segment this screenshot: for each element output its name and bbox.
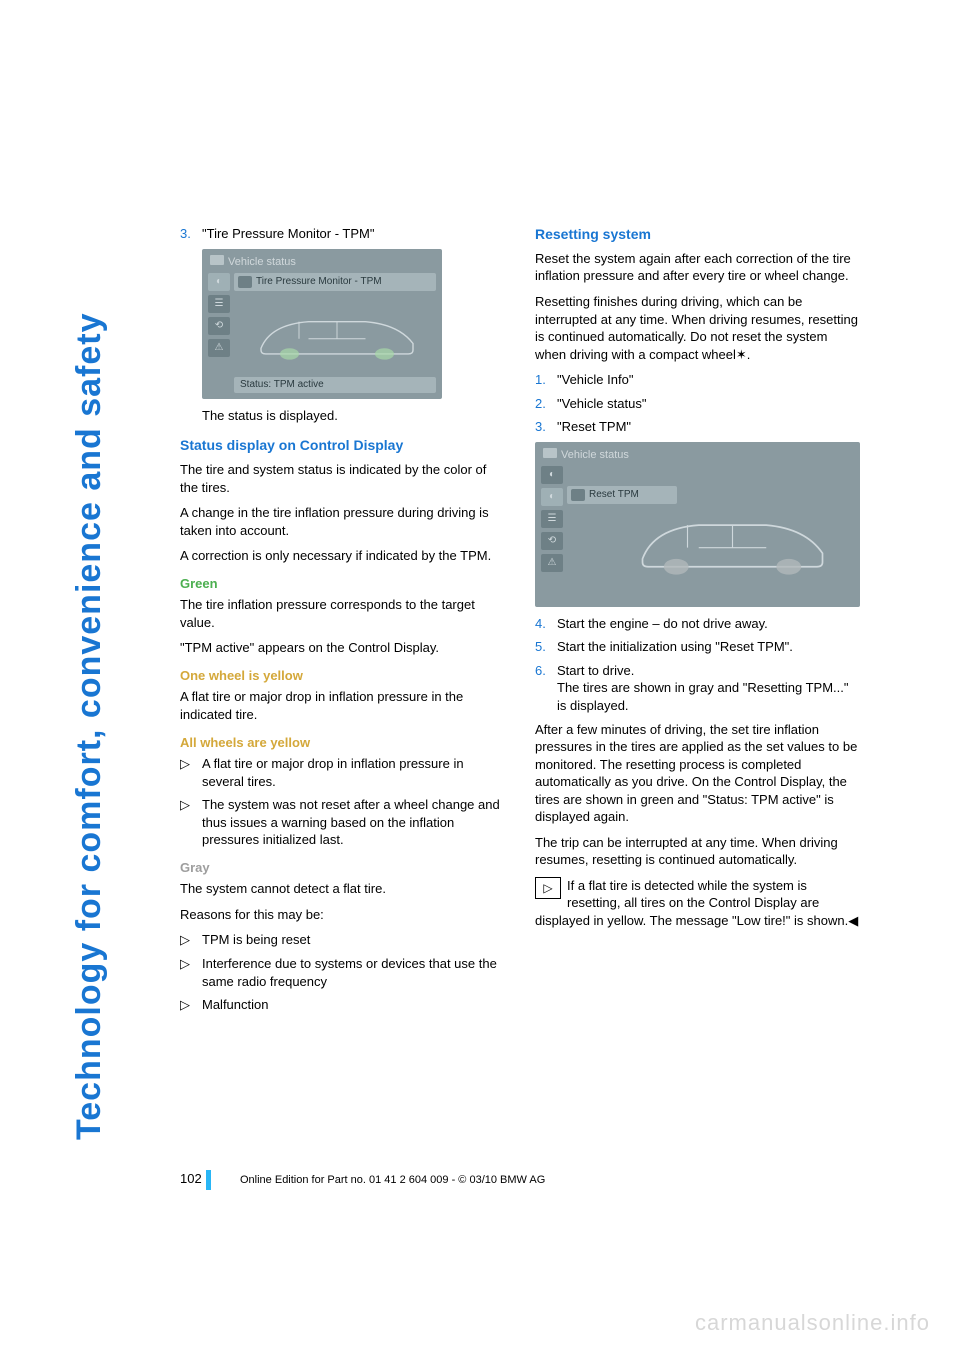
body-text: A flat tire or major drop in inflation p… xyxy=(180,688,505,723)
ss-sidebar-icon: ◐ xyxy=(541,488,563,506)
step-5: 5. Start the initialization using "Reset… xyxy=(535,638,860,656)
body-text: A change in the tire inflation pressure … xyxy=(180,504,505,539)
note-text: If a flat tire is detected while the sys… xyxy=(535,878,858,928)
page-number: 102 xyxy=(180,1171,202,1186)
watermark: carmanualsonline.info xyxy=(695,1310,930,1336)
bullet-text: TPM is being reset xyxy=(202,931,505,949)
body-text: Reasons for this may be: xyxy=(180,906,505,924)
body-text: A correction is only necessary if indica… xyxy=(180,547,505,565)
bullet-text: A flat tire or major drop in inflation p… xyxy=(202,755,505,790)
ss-row-icon xyxy=(238,276,252,288)
step-number: 1. xyxy=(535,371,557,389)
ss-sidebar-icon: ⚠ xyxy=(208,339,230,357)
step-text: Start the initialization using "Reset TP… xyxy=(557,638,860,656)
body-text: "TPM active" appears on the Control Disp… xyxy=(180,639,505,657)
step-text: "Reset TPM" xyxy=(557,418,860,436)
ss-sidebar-icon: ⟲ xyxy=(541,532,563,550)
ss-sidebar-icon: ⚠ xyxy=(541,554,563,572)
ss-sidebar-icon: ◐ xyxy=(541,466,563,484)
step-number: 3. xyxy=(535,418,557,436)
caution-icon: ▷ xyxy=(535,877,561,899)
body-text: Resetting finishes during driving, which… xyxy=(535,293,860,363)
note-paragraph: ▷ If a flat tire is detected while the s… xyxy=(535,877,860,930)
ss-sidebar-icon: ☰ xyxy=(208,295,230,313)
body-text: Reset the system again after each correc… xyxy=(535,250,860,285)
step-text: "Vehicle status" xyxy=(557,395,860,413)
ss-sidebar-icon: ⟲ xyxy=(208,317,230,335)
ss-status-bar: Status: TPM active xyxy=(234,377,436,393)
body-text: The trip can be interrupted at any time.… xyxy=(535,834,860,869)
bullet-text: Interference due to systems or devices t… xyxy=(202,955,505,990)
right-column: Resetting system Reset the system again … xyxy=(535,225,860,1020)
body-text: After a few minutes of driving, the set … xyxy=(535,721,860,826)
ss-header-icon xyxy=(543,448,557,458)
heading-green: Green xyxy=(180,575,505,593)
side-section-title: Technology for comfort, convenience and … xyxy=(70,312,109,1140)
ss-header-icon xyxy=(210,255,224,265)
ss-car-graphic xyxy=(615,497,850,587)
bullet-icon: ▷ xyxy=(180,796,202,849)
status-displayed-text: The status is displayed. xyxy=(202,407,505,425)
ss-selected-row: Tire Pressure Monitor - TPM xyxy=(234,273,436,291)
left-column: 3. "Tire Pressure Monitor - TPM" Vehicle… xyxy=(180,225,505,1020)
body-text: The system cannot detect a flat tire. xyxy=(180,880,505,898)
footer-text: Online Edition for Part no. 01 41 2 604 … xyxy=(240,1174,545,1186)
bullet-icon: ▷ xyxy=(180,931,202,949)
ss-row-text: Tire Pressure Monitor - TPM xyxy=(256,276,382,287)
ss-header-text: Vehicle status xyxy=(561,448,629,463)
main-content: 3. "Tire Pressure Monitor - TPM" Vehicle… xyxy=(180,225,860,1020)
step-number: 2. xyxy=(535,395,557,413)
ss-sidebar: ◐ ◐ ☰ ⟲ ⚠ xyxy=(541,466,563,572)
body-text: The tire inflation pressure corresponds … xyxy=(180,596,505,631)
body-text: The tire and system status is indicated … xyxy=(180,461,505,496)
heading-status-display: Status display on Control Display xyxy=(180,436,505,455)
step-number: 4. xyxy=(535,615,557,633)
ss-sidebar-icon: ◐ xyxy=(208,273,230,291)
step-text: Start the engine – do not drive away. xyxy=(557,615,860,633)
bullet-text: Malfunction xyxy=(202,996,505,1014)
heading-gray: Gray xyxy=(180,859,505,877)
step-number: 3. xyxy=(180,225,202,243)
bullet-icon: ▷ xyxy=(180,755,202,790)
bullet-item: ▷ TPM is being reset xyxy=(180,931,505,949)
heading-all-yellow: All wheels are yellow xyxy=(180,734,505,752)
bullet-icon: ▷ xyxy=(180,996,202,1014)
step-2: 2. "Vehicle status" xyxy=(535,395,860,413)
step-3: 3. "Reset TPM" xyxy=(535,418,860,436)
bullet-item: ▷ Interference due to systems or devices… xyxy=(180,955,505,990)
step-1: 1. "Vehicle Info" xyxy=(535,371,860,389)
ss-sidebar-icon: ☰ xyxy=(541,510,563,528)
step-number: 6. xyxy=(535,662,557,715)
ss-header-text: Vehicle status xyxy=(228,255,296,270)
screenshot-reset-tpm: Vehicle status ◐ ◐ ☰ ⟲ ⚠ Reset TPM xyxy=(535,442,860,607)
step-text: "Tire Pressure Monitor - TPM" xyxy=(202,225,505,243)
ss-row-icon xyxy=(571,489,585,501)
bullet-item: ▷ The system was not reset after a wheel… xyxy=(180,796,505,849)
step-4: 4. Start the engine – do not drive away. xyxy=(535,615,860,633)
bullet-icon: ▷ xyxy=(180,955,202,990)
step-number: 5. xyxy=(535,638,557,656)
bullet-item: ▷ Malfunction xyxy=(180,996,505,1014)
page-number-bar xyxy=(206,1170,211,1190)
screenshot-tpm-status: Vehicle status ◐ ☰ ⟲ ⚠ Tire Pressure Mon… xyxy=(202,249,442,399)
ss-car-graphic xyxy=(242,299,432,369)
heading-one-yellow: One wheel is yellow xyxy=(180,667,505,685)
step-text: Start to drive. The tires are shown in g… xyxy=(557,662,860,715)
bullet-item: ▷ A flat tire or major drop in inflation… xyxy=(180,755,505,790)
step-6: 6. Start to drive. The tires are shown i… xyxy=(535,662,860,715)
bullet-text: The system was not reset after a wheel c… xyxy=(202,796,505,849)
step-3: 3. "Tire Pressure Monitor - TPM" xyxy=(180,225,505,243)
ss-sidebar: ◐ ☰ ⟲ ⚠ xyxy=(208,273,230,357)
step-text: "Vehicle Info" xyxy=(557,371,860,389)
heading-resetting: Resetting system xyxy=(535,225,860,244)
